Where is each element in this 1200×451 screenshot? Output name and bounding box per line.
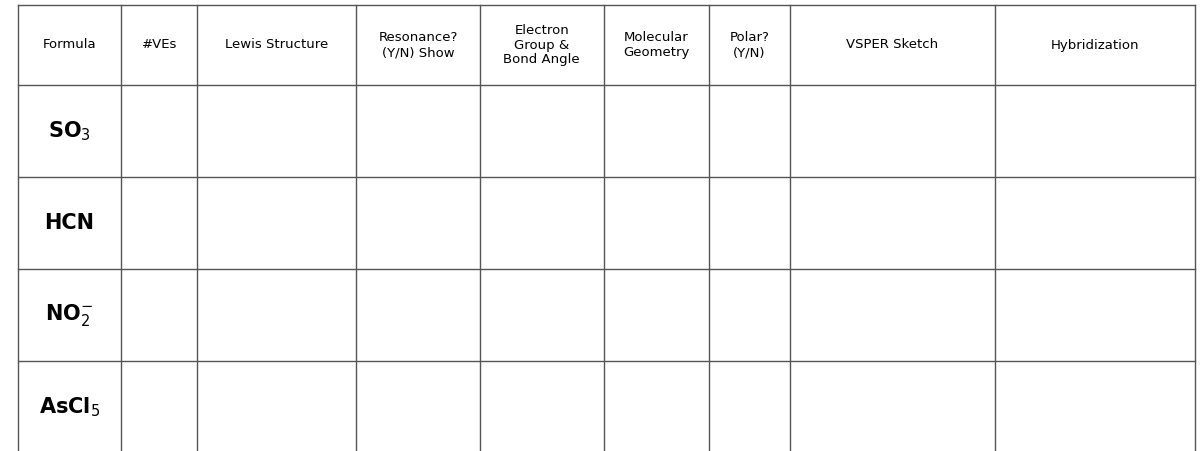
Text: Lewis Structure: Lewis Structure xyxy=(226,38,329,51)
Text: #VEs: #VEs xyxy=(142,38,176,51)
Text: Molecular
Geometry: Molecular Geometry xyxy=(623,31,690,59)
Text: HCN: HCN xyxy=(44,213,95,233)
Text: Electron
Group &
Bond Angle: Electron Group & Bond Angle xyxy=(504,23,580,66)
Text: SO$_3$: SO$_3$ xyxy=(48,119,91,143)
Text: Resonance?
(Y/N) Show: Resonance? (Y/N) Show xyxy=(378,31,458,59)
Text: Hybridization: Hybridization xyxy=(1051,38,1140,51)
Text: NO$_2^{-}$: NO$_2^{-}$ xyxy=(46,302,94,328)
Text: Formula: Formula xyxy=(43,38,96,51)
Text: Polar?
(Y/N): Polar? (Y/N) xyxy=(730,31,769,59)
Text: VSPER Sketch: VSPER Sketch xyxy=(846,38,938,51)
Text: AsCl$_5$: AsCl$_5$ xyxy=(38,395,100,419)
